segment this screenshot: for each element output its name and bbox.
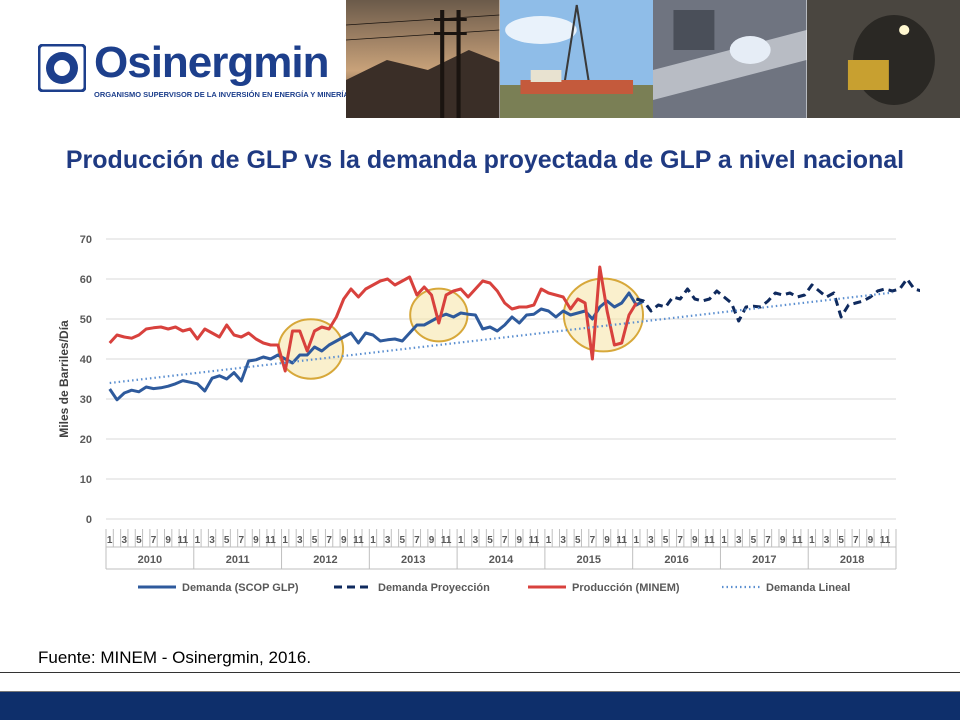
month-tick-label: 11 bbox=[704, 535, 715, 546]
month-tick-label: 9 bbox=[868, 535, 874, 546]
month-tick-label: 9 bbox=[517, 535, 523, 546]
y-axis-label: Miles de Barriles/Día bbox=[57, 320, 71, 438]
month-tick-label: 3 bbox=[473, 535, 479, 546]
y-tick-label: 60 bbox=[80, 274, 92, 286]
month-tick-label: 3 bbox=[385, 535, 391, 546]
series-line bbox=[108, 265, 638, 373]
series-line bbox=[109, 291, 893, 385]
slide-title: Producción de GLP vs la demanda proyecta… bbox=[65, 146, 905, 174]
month-tick-label: 9 bbox=[341, 535, 347, 546]
y-tick-label: 70 bbox=[80, 234, 92, 246]
month-tick-label: 5 bbox=[136, 535, 142, 546]
y-tick-label: 40 bbox=[80, 354, 92, 366]
month-tick-label: 3 bbox=[648, 535, 654, 546]
month-tick-label: 5 bbox=[487, 535, 493, 546]
month-tick-label: 9 bbox=[604, 535, 610, 546]
month-tick-label: 7 bbox=[677, 535, 683, 546]
month-tick-label: 5 bbox=[751, 535, 757, 546]
month-tick-label: 1 bbox=[546, 535, 552, 546]
month-tick-label: 1 bbox=[634, 535, 640, 546]
month-tick-label: 5 bbox=[838, 535, 844, 546]
photo-mine-tunnel bbox=[806, 0, 960, 118]
y-tick-label: 30 bbox=[80, 394, 92, 406]
month-tick-label: 11 bbox=[178, 535, 189, 546]
y-tick-label: 20 bbox=[80, 434, 92, 446]
month-tick-label: 3 bbox=[824, 535, 830, 546]
month-tick-label: 1 bbox=[370, 535, 376, 546]
series-line bbox=[635, 277, 920, 323]
month-tick-label: 3 bbox=[560, 535, 566, 546]
month-tick-label: 1 bbox=[195, 535, 201, 546]
month-tick-label: 11 bbox=[792, 535, 803, 546]
photo-welding bbox=[653, 0, 807, 118]
header-photo-strip bbox=[346, 0, 960, 118]
y-tick-label: 10 bbox=[80, 474, 92, 486]
year-label: 2014 bbox=[489, 554, 514, 566]
month-tick-label: 11 bbox=[880, 535, 891, 546]
legend-label: Demanda Lineal bbox=[766, 582, 850, 594]
photo-power-lines bbox=[346, 0, 500, 118]
month-tick-label: 1 bbox=[458, 535, 464, 546]
month-tick-label: 1 bbox=[282, 535, 288, 546]
year-label: 2013 bbox=[401, 554, 425, 566]
month-tick-label: 3 bbox=[209, 535, 215, 546]
month-tick-label: 7 bbox=[502, 535, 508, 546]
month-tick-label: 7 bbox=[590, 535, 596, 546]
month-tick-label: 3 bbox=[297, 535, 303, 546]
footer-bar bbox=[0, 692, 960, 720]
logo-tagline: ORGANISMO SUPERVISOR DE LA INVERSIÓN EN … bbox=[94, 90, 349, 99]
month-tick-label: 5 bbox=[399, 535, 405, 546]
month-tick-label: 9 bbox=[165, 535, 171, 546]
month-tick-label: 1 bbox=[107, 535, 113, 546]
month-tick-label: 11 bbox=[616, 535, 627, 546]
month-tick-label: 11 bbox=[353, 535, 364, 546]
month-tick-label: 3 bbox=[122, 535, 128, 546]
year-label: 2017 bbox=[752, 554, 776, 566]
legend-label: Demanda Proyección bbox=[378, 582, 490, 594]
month-tick-label: 7 bbox=[853, 535, 859, 546]
photo-oil-rig bbox=[499, 0, 653, 118]
month-tick-label: 7 bbox=[239, 535, 245, 546]
legend-label: Producción (MINEM) bbox=[572, 582, 680, 594]
year-label: 2015 bbox=[577, 554, 601, 566]
year-label: 2018 bbox=[840, 554, 864, 566]
month-tick-label: 11 bbox=[441, 535, 452, 546]
month-tick-label: 5 bbox=[575, 535, 581, 546]
month-tick-label: 9 bbox=[429, 535, 435, 546]
month-tick-label: 11 bbox=[529, 535, 540, 546]
year-label: 2010 bbox=[138, 554, 162, 566]
month-tick-label: 5 bbox=[663, 535, 669, 546]
month-tick-label: 5 bbox=[312, 535, 318, 546]
series-line bbox=[108, 291, 645, 402]
month-tick-label: 7 bbox=[326, 535, 332, 546]
legend-label: Demanda (SCOP GLP) bbox=[182, 582, 299, 594]
y-tick-label: 50 bbox=[80, 314, 92, 326]
month-tick-label: 11 bbox=[265, 535, 276, 546]
year-label: 2016 bbox=[664, 554, 688, 566]
month-tick-label: 7 bbox=[414, 535, 420, 546]
month-tick-label: 3 bbox=[736, 535, 742, 546]
osinergmin-logo-icon bbox=[38, 44, 86, 92]
month-tick-label: 9 bbox=[692, 535, 698, 546]
month-tick-label: 9 bbox=[780, 535, 786, 546]
source-note: Fuente: MINEM - Osinergmin, 2016. bbox=[38, 648, 312, 667]
month-tick-label: 1 bbox=[809, 535, 815, 546]
month-tick-label: 5 bbox=[224, 535, 230, 546]
month-tick-label: 7 bbox=[151, 535, 157, 546]
y-tick-label: 0 bbox=[86, 514, 92, 526]
osinergmin-logo: Osinergmin ORGANISMO SUPERVISOR DE LA IN… bbox=[38, 38, 349, 110]
month-tick-label: 9 bbox=[253, 535, 259, 546]
month-tick-label: 1 bbox=[721, 535, 727, 546]
year-label: 2011 bbox=[226, 554, 250, 566]
year-label: 2012 bbox=[313, 554, 337, 566]
logo-wordmark: Osinergmin bbox=[94, 38, 329, 87]
month-tick-label: 7 bbox=[765, 535, 771, 546]
footer-rule bbox=[0, 672, 960, 692]
